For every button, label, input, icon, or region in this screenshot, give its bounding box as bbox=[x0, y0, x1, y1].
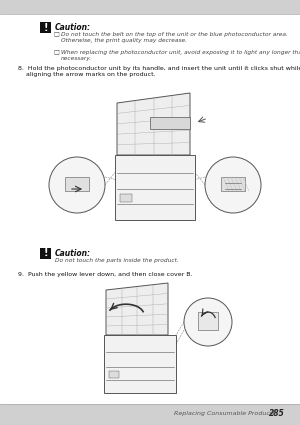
Bar bbox=[115, 155, 195, 220]
Polygon shape bbox=[117, 93, 190, 155]
Text: Caution:: Caution: bbox=[55, 23, 91, 32]
Bar bbox=[221, 177, 245, 191]
Bar bbox=[109, 371, 119, 378]
Circle shape bbox=[184, 298, 232, 346]
Bar bbox=[40, 22, 51, 33]
Bar bbox=[150, 117, 190, 129]
Text: Replacing Consumable Products: Replacing Consumable Products bbox=[173, 411, 275, 416]
Bar bbox=[120, 194, 132, 202]
Text: Caution:: Caution: bbox=[55, 249, 91, 258]
Text: Do not touch the parts inside the product.: Do not touch the parts inside the produc… bbox=[55, 258, 179, 263]
Text: □: □ bbox=[53, 50, 59, 55]
Circle shape bbox=[49, 157, 105, 213]
Bar bbox=[198, 312, 218, 330]
Text: !: ! bbox=[43, 249, 48, 258]
Text: Do not touch the belt on the top of the unit or the blue photoconductor area.
Ot: Do not touch the belt on the top of the … bbox=[61, 32, 288, 43]
Text: □: □ bbox=[53, 32, 59, 37]
Text: 9.  Push the yellow lever down, and then close cover B.: 9. Push the yellow lever down, and then … bbox=[18, 272, 193, 277]
Text: !: ! bbox=[43, 23, 48, 32]
Bar bbox=[0, 0, 300, 14]
Text: 8.  Hold the photoconductor unit by its handle, and insert the unit until it cli: 8. Hold the photoconductor unit by its h… bbox=[18, 66, 300, 77]
Bar bbox=[65, 177, 89, 191]
Circle shape bbox=[205, 157, 261, 213]
Bar bbox=[0, 404, 300, 425]
Text: 285: 285 bbox=[269, 410, 285, 419]
Polygon shape bbox=[106, 283, 168, 335]
Bar bbox=[40, 248, 51, 259]
Text: When replacing the photoconductor unit, avoid exposing it to light any longer th: When replacing the photoconductor unit, … bbox=[61, 50, 300, 61]
Bar bbox=[104, 335, 176, 393]
